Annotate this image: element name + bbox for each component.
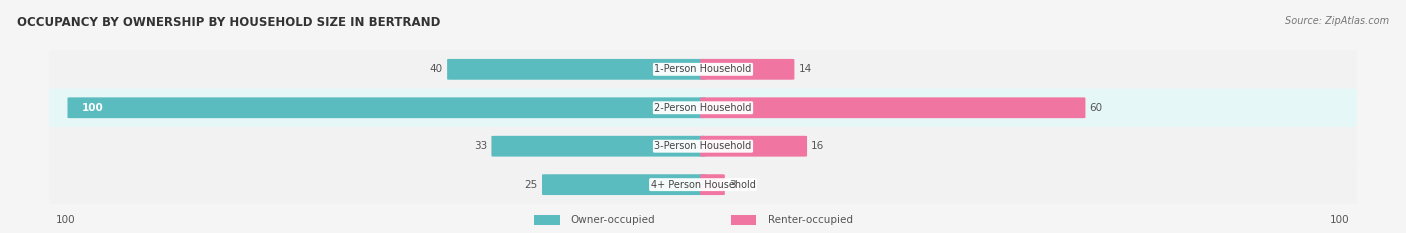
Text: 33: 33 bbox=[474, 141, 488, 151]
Text: 3-Person Household: 3-Person Household bbox=[654, 141, 752, 151]
FancyBboxPatch shape bbox=[700, 59, 794, 80]
FancyBboxPatch shape bbox=[543, 174, 706, 195]
FancyBboxPatch shape bbox=[67, 97, 706, 118]
Text: Owner-occupied: Owner-occupied bbox=[571, 215, 655, 225]
FancyBboxPatch shape bbox=[49, 89, 1357, 127]
Text: Renter-occupied: Renter-occupied bbox=[768, 215, 852, 225]
Text: 40: 40 bbox=[430, 64, 443, 74]
Text: OCCUPANCY BY OWNERSHIP BY HOUSEHOLD SIZE IN BERTRAND: OCCUPANCY BY OWNERSHIP BY HOUSEHOLD SIZE… bbox=[17, 16, 440, 29]
FancyBboxPatch shape bbox=[534, 215, 560, 226]
Text: 60: 60 bbox=[1090, 103, 1102, 113]
Text: 4+ Person Household: 4+ Person Household bbox=[651, 180, 755, 190]
Text: 14: 14 bbox=[799, 64, 811, 74]
FancyBboxPatch shape bbox=[49, 127, 1357, 165]
FancyBboxPatch shape bbox=[700, 174, 725, 195]
Text: 3: 3 bbox=[728, 180, 735, 190]
Text: 25: 25 bbox=[524, 180, 537, 190]
Text: 100: 100 bbox=[82, 103, 103, 113]
FancyBboxPatch shape bbox=[49, 50, 1357, 89]
Text: 100: 100 bbox=[56, 215, 76, 225]
FancyBboxPatch shape bbox=[447, 59, 706, 80]
FancyBboxPatch shape bbox=[49, 165, 1357, 204]
Text: 16: 16 bbox=[811, 141, 824, 151]
FancyBboxPatch shape bbox=[731, 215, 756, 226]
FancyBboxPatch shape bbox=[492, 136, 706, 157]
FancyBboxPatch shape bbox=[700, 136, 807, 157]
Text: 100: 100 bbox=[1330, 215, 1350, 225]
Text: Source: ZipAtlas.com: Source: ZipAtlas.com bbox=[1285, 16, 1389, 26]
FancyBboxPatch shape bbox=[700, 97, 1085, 118]
Text: 1-Person Household: 1-Person Household bbox=[654, 64, 752, 74]
Text: 2-Person Household: 2-Person Household bbox=[654, 103, 752, 113]
